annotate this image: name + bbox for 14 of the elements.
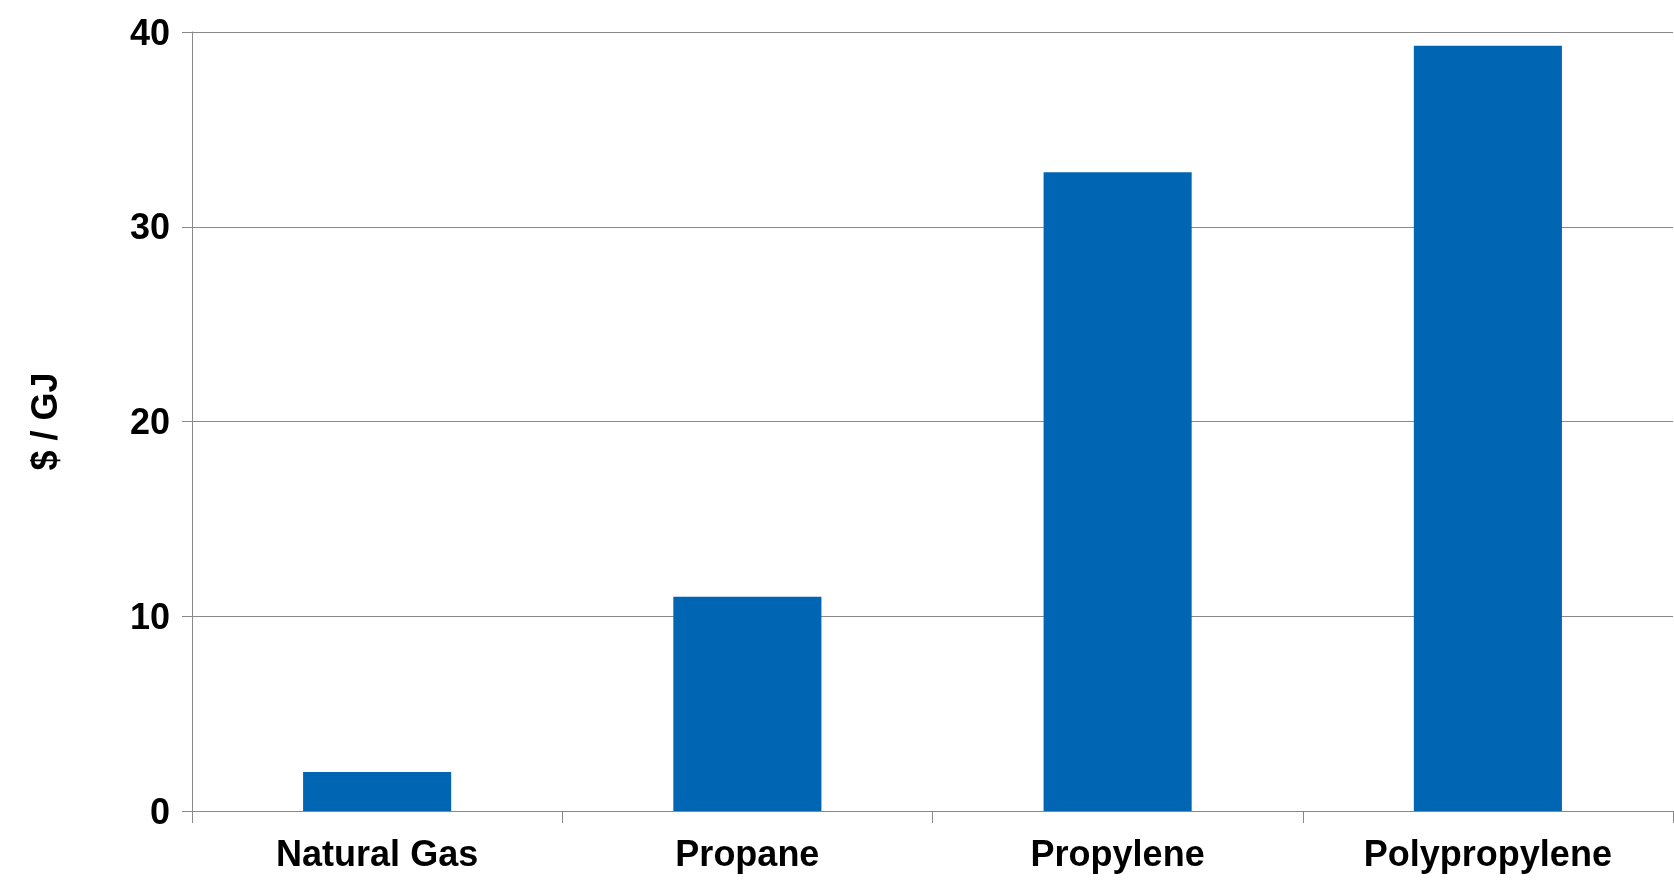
- y-tick-label: 30: [129, 206, 170, 248]
- bar: [1413, 45, 1562, 811]
- bar: [1043, 172, 1192, 811]
- x-tick-label: Natural Gas: [276, 832, 479, 874]
- bar: [303, 772, 452, 811]
- y-tick-label: 20: [129, 401, 170, 442]
- y-axis-title: $ / GJ: [23, 372, 65, 471]
- y-tick-label: 0: [149, 790, 170, 832]
- x-tick-label: Propylene: [1030, 832, 1205, 874]
- bar: [673, 596, 822, 811]
- x-tick-label: Propane: [675, 832, 820, 874]
- y-tick-label: 40: [129, 11, 170, 53]
- x-tick-label: Polypropylene: [1363, 832, 1612, 874]
- y-tick-label: 10: [129, 595, 170, 637]
